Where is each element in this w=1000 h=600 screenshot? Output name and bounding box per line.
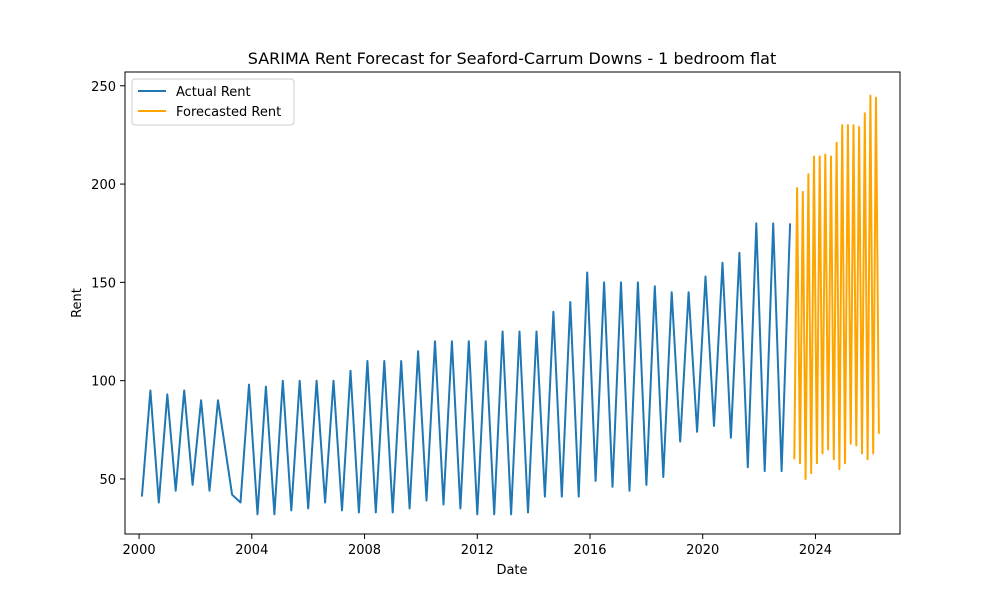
legend-label-forecasted-rent: Forecasted Rent [176,105,281,120]
x-tick-label: 2024 [799,543,832,558]
y-tick-label: 250 [91,80,116,95]
x-tick-label: 2000 [123,543,156,558]
x-tick-label: 2004 [235,543,268,558]
x-tick-label: 2020 [686,543,719,558]
y-tick-label: 50 [99,473,116,488]
legend: Actual Rent Forecasted Rent [131,78,295,126]
y-axis: 50 100 150 200 250 [91,80,125,488]
x-tick-label: 2008 [348,543,381,558]
plot-area [140,94,880,516]
chart-title: SARIMA Rent Forecast for Seaford-Carrum … [248,49,776,68]
x-axis-label: Date [496,563,527,578]
y-tick-label: 100 [91,375,116,390]
y-axis-label: Rent [70,288,85,318]
y-tick-label: 200 [91,178,116,193]
plot-frame [124,71,901,535]
y-tick-label: 150 [91,276,116,291]
series-line-forecasted-rent [793,94,880,480]
x-tick-label: 2012 [461,543,494,558]
x-tick-label: 2016 [573,543,606,558]
legend-label-actual-rent: Actual Rent [176,85,251,100]
series-line-actual-rent [140,222,792,516]
x-axis: 2000 2004 2008 2012 2016 2020 2024 [123,534,832,558]
legend-box [131,78,295,126]
